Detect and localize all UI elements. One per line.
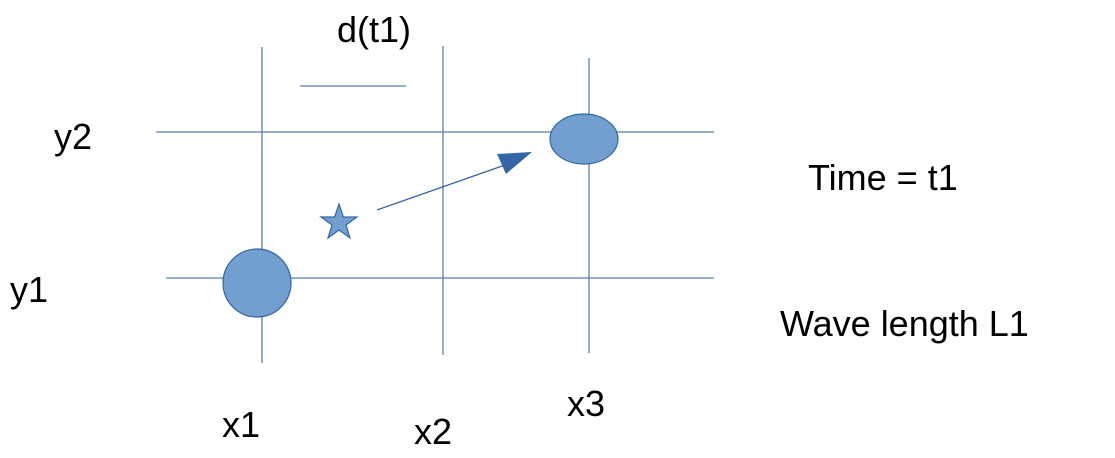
label-x3: x3	[567, 383, 605, 424]
point-end-ellipse	[549, 113, 619, 165]
grid-lines	[156, 46, 714, 363]
label-time: Time = t1	[808, 157, 958, 198]
motion-arrow	[376, 152, 532, 211]
label-y2: y2	[54, 116, 92, 157]
arrow-shaft	[376, 164, 506, 211]
star-icon	[319, 202, 359, 240]
point-start-circle	[222, 248, 292, 318]
label-x2: x2	[414, 411, 452, 452]
label-x1: x1	[222, 404, 260, 445]
label-wavelength: Wave length L1	[780, 303, 1029, 344]
label-d-t1: d(t1)	[337, 9, 411, 50]
label-y1: y1	[10, 269, 48, 310]
arrow-head	[497, 152, 532, 174]
